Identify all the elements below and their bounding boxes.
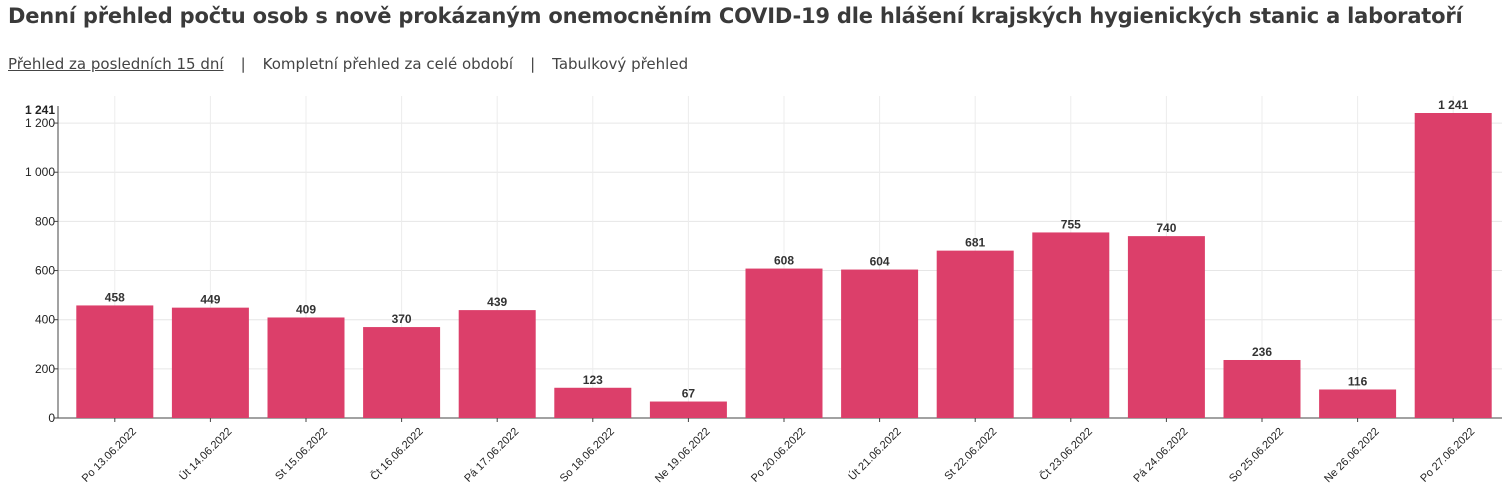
bar-value-label: 123 xyxy=(583,373,603,387)
y-tick-label: 0 xyxy=(48,411,55,425)
x-tick-label: So 25.06.2022 xyxy=(1227,426,1286,485)
x-tick-label: Ne 19.06.2022 xyxy=(653,426,713,486)
bar[interactable] xyxy=(171,307,249,418)
x-tick-label: Po 20.06.2022 xyxy=(749,426,808,485)
y-tick-label: 1 000 xyxy=(25,165,55,179)
bar[interactable] xyxy=(267,317,345,418)
x-tick-label: Ne 26.06.2022 xyxy=(1322,426,1382,486)
tab-separator: | xyxy=(530,55,536,73)
y-tick-label: 800 xyxy=(35,214,55,228)
bar-value-label: 740 xyxy=(1156,221,1176,235)
bar[interactable] xyxy=(1223,359,1301,418)
view-tabs: Přehled za posledních 15 dní | Kompletní p… xyxy=(8,55,688,73)
y-tick-label: 200 xyxy=(35,362,55,376)
bar-value-label: 439 xyxy=(487,295,507,309)
bar-value-label: 604 xyxy=(870,255,890,269)
x-tick-label: Pá 24.06.2022 xyxy=(1131,426,1190,485)
bar-value-label: 755 xyxy=(1061,217,1081,231)
bar[interactable] xyxy=(936,250,1014,418)
chart-title: Denní přehled počtu osob s nově prokázan… xyxy=(8,4,1463,28)
bar-value-label: 409 xyxy=(296,302,316,316)
x-tick-label: Út 21.06.2022 xyxy=(846,425,904,483)
bar[interactable] xyxy=(745,268,823,418)
bar[interactable] xyxy=(1319,389,1397,418)
bar-value-label: 608 xyxy=(774,254,794,268)
bar[interactable] xyxy=(554,387,632,418)
tab-table-view[interactable]: Tabulkový přehled xyxy=(552,55,689,73)
x-tick-label: Út 14.06.2022 xyxy=(176,425,234,483)
x-tick-label: Po 13.06.2022 xyxy=(80,426,139,485)
bar[interactable] xyxy=(1032,232,1110,418)
x-tick-label: Čt 23.06.2022 xyxy=(1037,425,1095,483)
bar-value-label: 236 xyxy=(1252,345,1272,359)
bar-value-label: 1 241 xyxy=(1438,98,1468,112)
bar[interactable] xyxy=(363,327,441,418)
bar[interactable] xyxy=(76,305,154,418)
bar-value-label: 449 xyxy=(200,293,220,307)
y-tick-label: 600 xyxy=(35,264,55,278)
bar-value-label: 116 xyxy=(1348,374,1368,388)
tab-separator: | xyxy=(240,55,246,73)
x-tick-label: St 22.06.2022 xyxy=(942,426,999,483)
y-max-label: 1 241 xyxy=(25,103,55,117)
x-tick-label: Po 27.06.2022 xyxy=(1418,426,1477,485)
bar[interactable] xyxy=(1127,236,1205,418)
tab-last-15-days[interactable]: Přehled za posledních 15 dní xyxy=(8,55,224,73)
bar-value-label: 67 xyxy=(682,387,696,401)
bar-value-label: 681 xyxy=(965,236,985,250)
x-tick-label: St 15.06.2022 xyxy=(273,426,330,483)
y-tick-label: 400 xyxy=(35,313,55,327)
bar-value-label: 458 xyxy=(105,290,125,304)
bar[interactable] xyxy=(841,269,919,418)
bar[interactable] xyxy=(649,401,727,418)
tab-full-period[interactable]: Kompletní přehled za celé období xyxy=(262,55,514,73)
bar-value-label: 370 xyxy=(392,312,412,326)
y-tick-label: 1 200 xyxy=(25,116,55,130)
x-tick-label: Pá 17.06.2022 xyxy=(462,426,521,485)
bar[interactable] xyxy=(458,310,536,418)
x-tick-label: Čt 16.06.2022 xyxy=(368,425,426,483)
x-tick-label: So 18.06.2022 xyxy=(558,426,617,485)
bar[interactable] xyxy=(1414,113,1492,418)
